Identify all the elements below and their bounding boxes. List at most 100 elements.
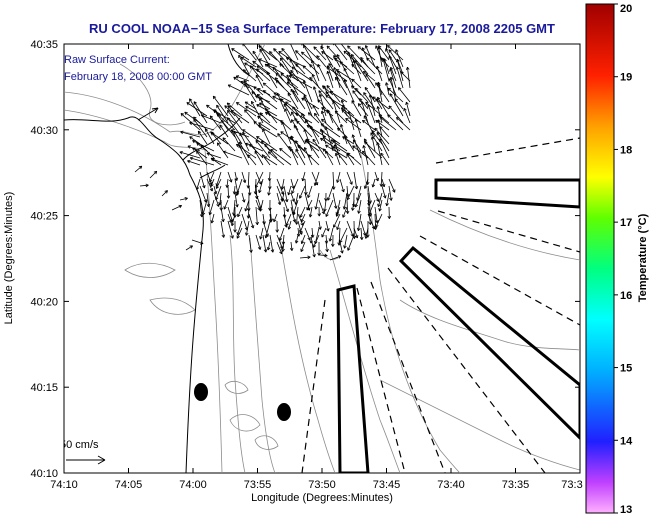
- current-vector: [325, 199, 334, 217]
- current-vector: [235, 75, 250, 82]
- current-vector: [378, 199, 383, 212]
- current-vector: [257, 115, 278, 131]
- current-vector: [336, 171, 341, 183]
- current-vector: [303, 95, 313, 117]
- current-vector: [259, 227, 264, 240]
- current-vector: [377, 96, 390, 117]
- current-vector: [259, 48, 271, 68]
- current-vector: [236, 227, 243, 239]
- current-vector: [365, 73, 376, 89]
- current-vector: [293, 124, 306, 145]
- station-marker: [277, 403, 291, 421]
- current-vector: [244, 101, 257, 110]
- radial-line: [370, 281, 446, 473]
- current-vector: [299, 255, 311, 260]
- current-vector: [220, 220, 226, 238]
- x-tick-label: 73:45: [373, 479, 401, 491]
- current-vector: [222, 137, 236, 152]
- current-vector: [337, 70, 348, 89]
- scale-arrow: [66, 455, 106, 465]
- current-vector: [346, 171, 353, 185]
- current-vector: [333, 67, 341, 89]
- current-vector: [380, 152, 390, 166]
- current-vector: [240, 56, 257, 68]
- current-vector: [224, 105, 236, 117]
- current-vector: [264, 220, 271, 239]
- current-vector: [291, 119, 299, 131]
- radial-line: [356, 287, 406, 473]
- current-vector: [276, 192, 282, 205]
- current-vector: [134, 165, 143, 173]
- current-vector: [238, 54, 250, 75]
- current-vector: [258, 44, 271, 61]
- current-vector: [339, 178, 345, 193]
- current-vector: [363, 115, 376, 138]
- current-vector: [283, 199, 289, 213]
- current-vector: [295, 63, 306, 75]
- current-vector: [291, 66, 313, 82]
- current-vector: [362, 70, 376, 82]
- current-vector: [255, 171, 262, 185]
- current-vector: [257, 124, 278, 138]
- beam-outline-southeast: [398, 245, 580, 441]
- current-vector: [262, 128, 271, 145]
- current-vector: [185, 245, 193, 251]
- current-vector: [316, 55, 327, 68]
- current-vector: [278, 227, 285, 241]
- current-vector: [347, 234, 355, 251]
- current-vector: [302, 65, 313, 75]
- current-vector: [269, 234, 275, 253]
- current-vector: [302, 80, 313, 103]
- current-vector: [389, 93, 404, 117]
- current-vector: [295, 140, 306, 159]
- colorbar: [585, 3, 615, 514]
- colorbar-tick-label: 14: [620, 435, 633, 447]
- current-vector: [389, 76, 397, 103]
- current-vector: [251, 100, 264, 124]
- current-vector: [340, 107, 362, 124]
- current-vector: [244, 83, 257, 103]
- current-vector: [139, 183, 149, 188]
- current-vector: [387, 45, 404, 61]
- current-vector: [209, 115, 222, 131]
- current-vector: [395, 66, 404, 89]
- current-vector: [301, 44, 320, 61]
- current-vector: [326, 66, 348, 82]
- beam-outline-south: [336, 284, 370, 473]
- current-vector: [186, 102, 208, 117]
- current-vector: [388, 55, 397, 75]
- current-vector: [377, 46, 383, 68]
- current-vector: [286, 81, 306, 96]
- current-vector: [337, 127, 348, 138]
- current-vector: [355, 87, 369, 103]
- current-vector: [287, 220, 292, 230]
- current-vector: [290, 192, 296, 202]
- current-vector: [262, 234, 268, 253]
- current-vector: [280, 98, 299, 117]
- current-vector: [200, 144, 215, 159]
- current-vector: [370, 136, 376, 152]
- current-vector: [322, 136, 334, 145]
- current-vector: [343, 79, 355, 103]
- current-vector: [363, 178, 369, 189]
- current-vector: [304, 227, 311, 241]
- current-vector: [219, 124, 229, 138]
- current-vector: [294, 234, 299, 244]
- current-vector: [308, 154, 320, 166]
- colorbar-label: Temperature (°C): [637, 213, 649, 302]
- current-vector: [252, 50, 264, 68]
- current-vector: [206, 192, 211, 208]
- current-vector: [325, 150, 334, 166]
- colorbar-tick-label: 17: [620, 217, 632, 229]
- legend-title: Raw Surface Current:: [64, 54, 170, 66]
- current-vector: [242, 129, 264, 145]
- current-vector: [208, 199, 215, 216]
- current-vector: [287, 92, 299, 110]
- coastline-segment: [199, 164, 226, 179]
- current-vector: [179, 150, 201, 159]
- current-vector: [323, 199, 327, 212]
- current-vector: [320, 123, 341, 138]
- plot-area: [63, 43, 581, 474]
- chart-title: RU COOL NOAA−15 Sea Surface Temperature:…: [89, 21, 555, 36]
- current-vector: [400, 71, 411, 82]
